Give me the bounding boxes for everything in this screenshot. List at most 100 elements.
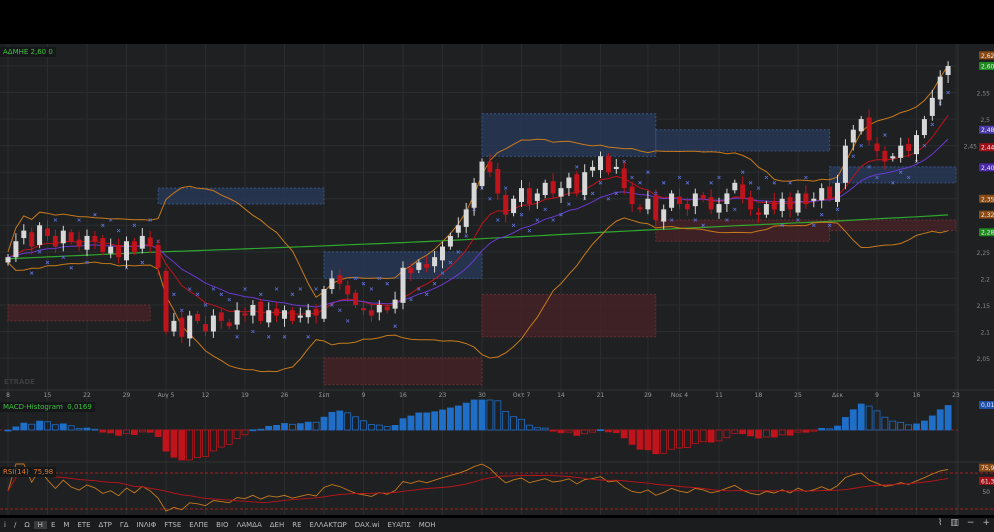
sar-mark <box>116 228 121 233</box>
macd-bar <box>597 429 604 432</box>
macd-bar <box>928 415 936 431</box>
macd-bar <box>905 424 912 431</box>
candle <box>131 238 137 256</box>
x-tick-label: 25 <box>794 392 802 399</box>
bar-chart-icon[interactable]: ▥ <box>950 518 959 528</box>
chart-area[interactable]: ETRADE 2,55 2,5 2,45 2,25 2,2 2,15 2,1 2,05 2,62 2… <box>0 44 994 518</box>
toolbar-item-7[interactable]: ΔΤΡ <box>98 521 112 529</box>
sar-mark <box>29 271 34 275</box>
chart-svg[interactable]: ETRADE 2,55 2,5 2,45 2,25 2,2 2,15 2,1 2,05 2,62 2… <box>0 44 994 518</box>
toolbar-right-icons: ⌇ ▥ − + <box>938 518 990 528</box>
candle <box>677 188 682 209</box>
macd-bar <box>399 418 407 431</box>
toolbar-item-3[interactable]: Η <box>33 521 47 529</box>
toolbar-item-18[interactable]: ΕΥΑΠΣ <box>387 521 411 529</box>
candle-body <box>179 317 185 337</box>
sar-mark <box>559 212 563 217</box>
macd-bar <box>4 429 12 432</box>
sar-mark <box>598 181 603 185</box>
toolbar-item-19[interactable]: ΜΟΗ <box>418 521 436 529</box>
macd-bar <box>138 429 146 433</box>
candle <box>368 303 374 322</box>
candle-body <box>740 184 746 199</box>
candle-body <box>424 264 430 268</box>
macd-bar <box>628 429 636 445</box>
candle <box>827 183 833 202</box>
macd-bar <box>620 429 628 439</box>
candle <box>779 192 785 218</box>
price-badge-bg <box>979 51 994 60</box>
sar-mark <box>875 175 879 180</box>
candle <box>447 232 453 250</box>
toolbar-item-14[interactable]: ΔΕΗ <box>269 521 285 529</box>
candle <box>195 310 201 325</box>
candle <box>906 137 912 158</box>
candle-body <box>155 244 161 268</box>
candle-body <box>353 292 359 305</box>
x-tick-label: 9 <box>875 392 879 399</box>
macd-bar <box>889 420 897 431</box>
price-tick-label: 2,1 <box>980 330 990 337</box>
candle <box>740 176 746 204</box>
macd-bar <box>502 411 510 431</box>
price-tick-label: 2,2 <box>980 276 990 283</box>
toolbar-item-16[interactable]: ΕΛΛΑΚΤΩΡ <box>309 521 347 529</box>
toolbar-item-11[interactable]: ΕΛΠΕ <box>189 521 209 529</box>
toolbar-item-6[interactable]: ΕΤΕ <box>77 521 91 529</box>
candle-body <box>763 204 769 215</box>
macd-bar <box>944 405 952 431</box>
candle <box>732 179 738 194</box>
toolbar-item-9[interactable]: ΙΝΛΙΦ <box>136 521 157 529</box>
rsi-badge-bg <box>979 463 994 472</box>
candle <box>92 231 98 250</box>
toolbar-item-5[interactable]: Μ <box>63 521 70 529</box>
sar-mark <box>417 287 421 291</box>
macd-bar <box>936 409 944 431</box>
candle-body <box>297 315 303 318</box>
macd-bar <box>865 405 873 431</box>
candle-body <box>471 182 477 208</box>
candle <box>558 181 564 203</box>
candle <box>945 61 951 83</box>
toolbar-item-2[interactable]: Ω <box>24 521 30 529</box>
candle <box>898 137 904 163</box>
macd-bar <box>391 425 399 431</box>
sar-mark <box>630 175 634 180</box>
candle-body <box>811 198 817 201</box>
candle <box>598 151 603 179</box>
sar-mark <box>709 181 713 185</box>
candle-body <box>827 186 833 199</box>
candle-body <box>653 195 659 220</box>
sar-mark <box>867 165 871 169</box>
x-tick-label: 15 <box>44 392 52 399</box>
sar-mark <box>804 175 808 180</box>
zoom-in-icon[interactable]: + <box>982 518 990 528</box>
candle-body <box>629 186 635 205</box>
sar-mark <box>274 287 279 291</box>
toolbar-item-10[interactable]: FTSE <box>164 521 182 529</box>
candle <box>605 153 611 176</box>
chart-type-icon[interactable]: ⌇ <box>937 518 943 528</box>
macd-bar <box>431 411 439 431</box>
toolbar-item-1[interactable]: / <box>13 521 17 529</box>
zoom-out-icon[interactable]: − <box>966 518 975 528</box>
candle-body <box>376 304 382 313</box>
sar-mark <box>898 170 903 174</box>
toolbar-item-8[interactable]: ΓΔ <box>119 521 129 529</box>
macd-bar <box>454 405 462 431</box>
sar-mark <box>883 133 887 137</box>
candle-body <box>590 166 596 171</box>
sar-mark <box>496 218 500 222</box>
toolbar-item-17[interactable]: DAX.wi <box>354 521 380 529</box>
toolbar-item-12[interactable]: ΒΙΟ <box>216 521 229 529</box>
rsi-title: RSI(14) <box>3 468 29 476</box>
candle-body <box>416 262 422 270</box>
sar-mark <box>377 276 382 281</box>
toolbar-item-15[interactable]: RE <box>292 521 302 529</box>
sar-mark <box>424 292 429 297</box>
toolbar-item-13[interactable]: ΛΑΜΔΑ <box>236 521 262 529</box>
macd-bar <box>352 416 360 431</box>
price-badge-text: 2,48 <box>981 127 994 134</box>
toolbar-item-4[interactable]: Ε <box>50 521 56 529</box>
toolbar-item-0[interactable]: i <box>4 521 6 529</box>
